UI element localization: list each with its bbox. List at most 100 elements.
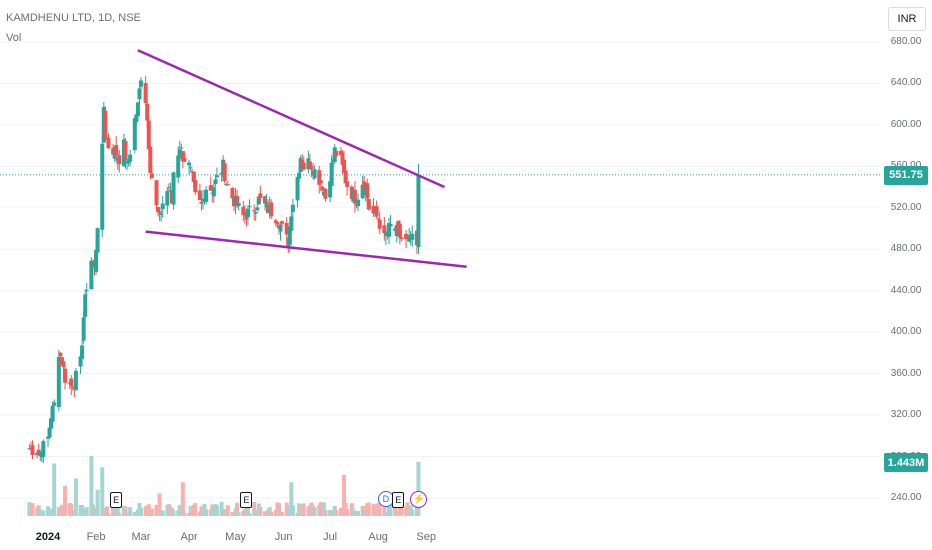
volume-bar xyxy=(362,506,367,516)
volume-bar xyxy=(89,456,94,516)
split-marker[interactable]: ⚡ xyxy=(410,491,428,508)
y-tick-label: 520.00 xyxy=(890,201,922,213)
candle-body xyxy=(416,174,421,248)
candle-body xyxy=(168,189,173,192)
x-tick-label: Aug xyxy=(368,531,388,543)
volume-bar xyxy=(236,512,241,516)
candle-body xyxy=(156,207,161,212)
candle-body xyxy=(387,223,391,237)
volume-bar xyxy=(399,506,404,516)
volume-bar xyxy=(180,482,185,516)
candle-body xyxy=(394,224,399,237)
candle-body xyxy=(366,199,371,210)
candle-body xyxy=(312,169,317,179)
candle-body xyxy=(242,211,247,216)
earnings-marker[interactable]: E xyxy=(240,492,253,508)
volume-bar xyxy=(267,507,272,516)
y-tick-label: 400.00 xyxy=(890,326,922,338)
volume-bar xyxy=(139,507,143,516)
currency-button[interactable]: INR xyxy=(888,7,926,31)
volume-bar xyxy=(63,486,68,516)
x-tick-label: Jul xyxy=(323,531,338,543)
candle-body xyxy=(407,234,412,242)
earnings-marker[interactable]: E xyxy=(392,492,405,508)
volume-bar xyxy=(30,503,35,516)
x-tick-label: May xyxy=(225,531,246,543)
candle-body xyxy=(137,88,142,100)
x-tick-label: Sep xyxy=(416,531,436,543)
x-tick-label: Mar xyxy=(131,531,151,543)
candle-body xyxy=(145,103,150,121)
candle-body xyxy=(328,181,333,198)
candle-body xyxy=(374,206,379,217)
volume-bar xyxy=(269,511,274,516)
candle-body xyxy=(171,172,176,205)
volume-bar xyxy=(73,478,78,516)
volume-bar xyxy=(235,502,240,516)
candle-body xyxy=(135,102,140,117)
candle-body xyxy=(397,223,402,238)
volume-bar xyxy=(276,503,281,516)
candle-body xyxy=(382,225,387,234)
volume-bar xyxy=(84,507,89,516)
volume-bar xyxy=(382,504,387,516)
candle-body xyxy=(253,211,258,214)
candle-body xyxy=(235,195,240,207)
candle-body xyxy=(165,191,170,206)
candle-body xyxy=(334,151,339,156)
candle-body xyxy=(399,237,404,239)
candle-body xyxy=(280,221,285,224)
y-tick-label: 640.00 xyxy=(890,77,922,89)
x-tick-label: Apr xyxy=(180,531,198,543)
candle-body xyxy=(383,232,388,236)
candle-body xyxy=(410,233,415,240)
symbol-title: KAMDHENU LTD, 1D, NSE xyxy=(6,12,141,24)
volume-bar xyxy=(345,509,350,516)
candle-body xyxy=(317,170,322,185)
candle-body xyxy=(146,120,151,149)
candle-body xyxy=(376,218,381,220)
volume-bar xyxy=(117,512,122,516)
candle-body xyxy=(275,222,280,225)
candle-body xyxy=(247,205,252,207)
volume-bar xyxy=(366,502,371,516)
candle-body xyxy=(356,199,360,207)
candle-body xyxy=(197,190,202,201)
volume-bar xyxy=(41,510,46,516)
candle-body xyxy=(73,370,78,390)
candle-body xyxy=(103,110,108,140)
candle-body xyxy=(287,226,292,246)
volume-bar xyxy=(312,507,317,516)
volume-bar xyxy=(321,502,326,516)
candle-body xyxy=(187,162,192,166)
volume-bar xyxy=(204,509,209,516)
candle-body xyxy=(222,163,227,182)
candle-body xyxy=(295,176,300,201)
volume-bar xyxy=(258,506,263,516)
candle-body xyxy=(318,180,323,184)
volume-bar xyxy=(146,504,151,516)
candle-body xyxy=(214,175,219,177)
volume-bar xyxy=(410,510,415,516)
candle-body xyxy=(211,187,216,197)
candle-body xyxy=(143,83,148,104)
trendline-upper xyxy=(137,49,445,189)
volume-bar xyxy=(297,503,302,516)
candle-body xyxy=(190,171,195,173)
volume-bar xyxy=(95,489,100,516)
volume-bar xyxy=(188,506,193,516)
candle-body xyxy=(94,249,99,272)
candle-body xyxy=(56,356,61,407)
candle-body xyxy=(256,196,261,205)
volume-bar xyxy=(393,507,398,516)
volume-bar xyxy=(301,503,306,516)
candle-body xyxy=(81,317,86,341)
earnings-marker[interactable]: E xyxy=(110,492,123,508)
candle-body xyxy=(273,220,278,224)
last-price-tag: 551.75 xyxy=(884,165,928,185)
volume-bar xyxy=(115,503,120,516)
volume-bar xyxy=(252,501,257,516)
candle-body xyxy=(365,183,370,199)
candle-body xyxy=(59,357,64,366)
